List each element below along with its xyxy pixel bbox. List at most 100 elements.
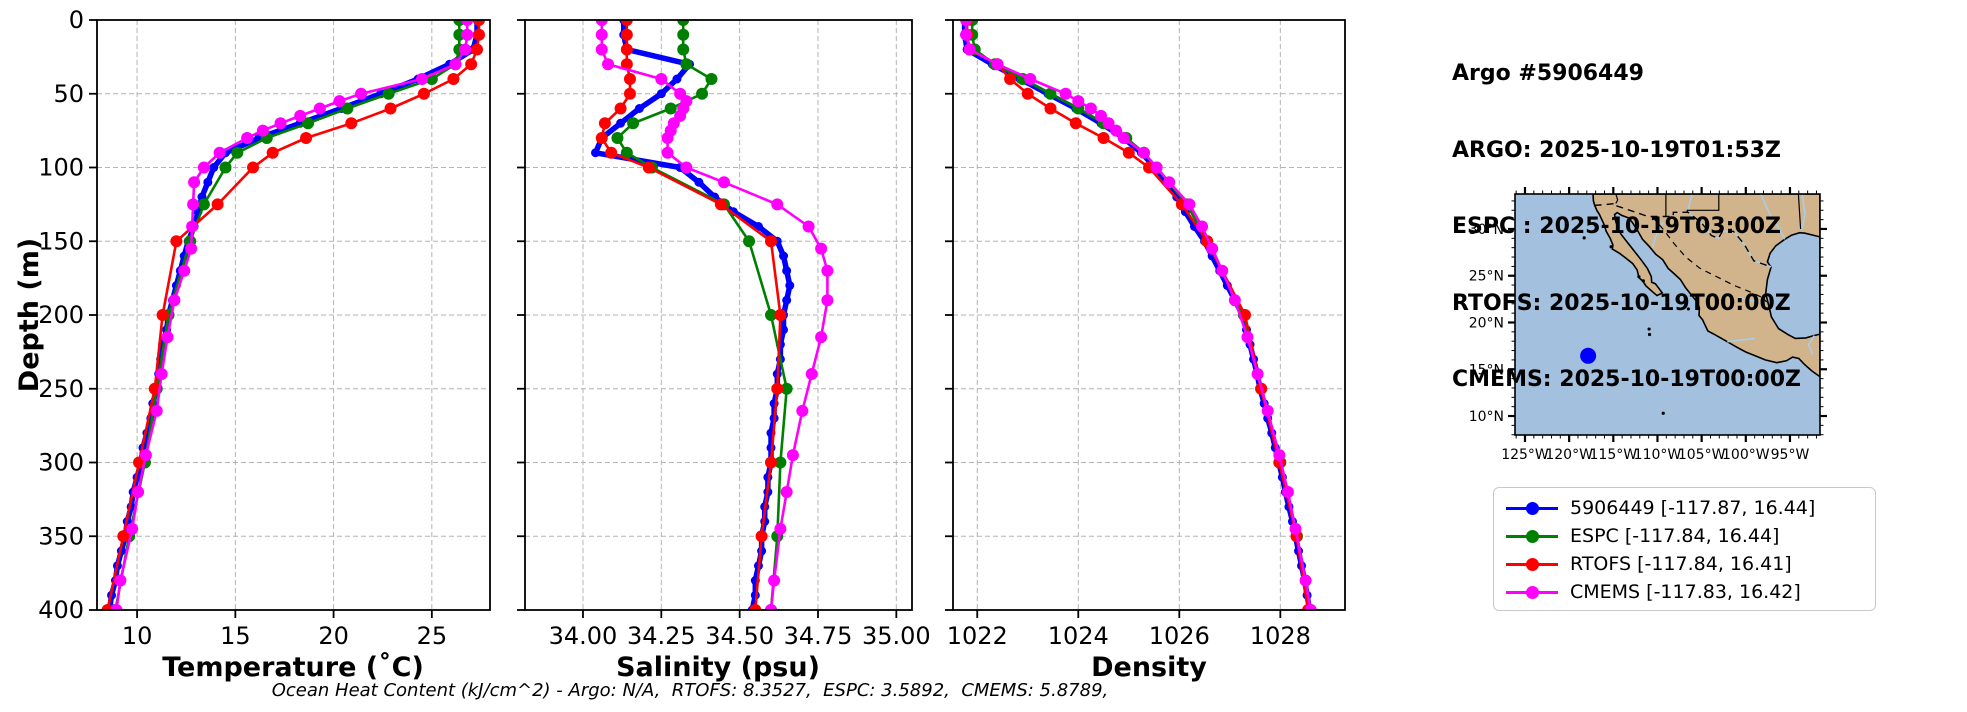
series-marker-cmems [1206, 242, 1219, 255]
series-marker-espc [677, 28, 690, 41]
title-float-id: Argo #5906449 [1452, 61, 1644, 86]
series-marker-rtofs [623, 73, 636, 85]
legend-label: CMEMS [-117.83, 16.42] [1570, 581, 1801, 603]
map-lon-label: 120°W [1545, 447, 1593, 463]
series-marker-5906449 [634, 104, 644, 113]
series-marker-rtofs [384, 102, 397, 115]
series-marker-cmems [132, 486, 145, 498]
series-marker-5906449 [782, 295, 792, 305]
series-marker-cmems [780, 486, 793, 498]
series-marker-rtofs [300, 132, 313, 144]
density-axis-label: Density [1091, 652, 1207, 683]
series-marker-5906449 [591, 148, 601, 158]
legend-item: CMEMS [-117.83, 16.42] [1494, 578, 1875, 606]
salinity-axis-label: Salinity (psu) [616, 652, 820, 683]
series-marker-espc [197, 198, 210, 211]
series-marker-cmems [602, 58, 615, 71]
series-marker-5906449 [779, 251, 789, 261]
series-marker-rtofs [764, 235, 777, 248]
series-marker-cmems [161, 331, 174, 344]
series-marker-cmems [963, 43, 976, 56]
series-marker-rtofs [465, 58, 478, 71]
y-tick-label: 100 [38, 154, 84, 182]
series-marker-espc [680, 58, 693, 71]
state-border [1686, 194, 1720, 213]
series-marker-rtofs [417, 87, 430, 100]
map-frame [1514, 193, 1821, 436]
series-marker-espc [677, 43, 690, 56]
series-marker-cmems [815, 331, 828, 344]
series-marker-5906449 [672, 74, 682, 84]
series-marker-rtofs [642, 161, 655, 174]
series-marker-rtofs [774, 309, 787, 321]
series-marker-cmems [313, 102, 326, 115]
series-marker-rtofs [714, 198, 727, 211]
series-marker-cmems [680, 161, 693, 174]
series-marker-cmems [960, 20, 973, 26]
series-marker-cmems [110, 604, 123, 610]
series-marker-cmems [168, 294, 181, 307]
series-marker-cmems [1183, 198, 1196, 211]
series-marker-cmems [1024, 73, 1037, 85]
legend-item: ESPC [-117.84, 16.44] [1494, 522, 1875, 550]
series-marker-cmems [114, 574, 127, 587]
series-marker-cmems [717, 176, 730, 189]
series-marker-cmems [186, 220, 199, 233]
series-marker-rtofs [749, 604, 762, 610]
series-marker-cmems [178, 264, 191, 277]
series-marker-5906449 [209, 163, 219, 172]
series-marker-cmems [1102, 117, 1115, 130]
series-marker-cmems [1251, 368, 1264, 380]
series-group [960, 20, 1317, 610]
map-lon-label: 110°W [1634, 447, 1682, 463]
series-marker-espc [611, 132, 624, 144]
map-lat-label: 20°N [1469, 315, 1504, 331]
series-marker-5906449 [694, 177, 704, 187]
series-marker-cmems [1110, 124, 1123, 137]
map-lat-label: 10°N [1469, 409, 1504, 425]
title-block: Argo #5906449 ARGO: 2025-10-19T01:53Z ES… [1452, 10, 1801, 444]
title-cmems-time: CMEMS: 2025-10-19T00:00Z [1452, 367, 1801, 392]
series-marker-cmems [655, 73, 668, 85]
series-marker-cmems [1304, 604, 1317, 610]
legend-label: RTOFS [-117.84, 16.41] [1570, 553, 1792, 575]
legend-dot [1525, 585, 1539, 599]
x-tick-label: 35.00 [862, 622, 931, 650]
series-marker-cmems [764, 604, 777, 610]
us-mexico-border [1594, 202, 1772, 268]
series-marker-rtofs [620, 43, 633, 56]
x-tick-label: 20 [318, 622, 349, 650]
map-lon-label: 105°W [1678, 447, 1726, 463]
series-marker-rtofs [1097, 132, 1110, 144]
series-marker-rtofs [595, 132, 608, 144]
island [1647, 327, 1651, 331]
series-marker-rtofs [620, 58, 633, 71]
river [1651, 222, 1664, 249]
title-espc-time: ESPC : 2025-10-19T03:00Z [1452, 214, 1781, 239]
series-marker-cmems [155, 368, 168, 380]
map-lat-label: 15°N [1469, 362, 1504, 378]
legend-line-marker [1506, 501, 1558, 515]
legend-box: 5906449 [-117.87, 16.44] ESPC [-117.84, 1… [1493, 487, 1876, 611]
series-marker-rtofs [620, 28, 633, 41]
ocean-heat-content-caption: Ocean Heat Content (kJ/cm^2) - Argo: N/A… [271, 680, 1109, 701]
title-argo-time: ARGO: 2025-10-19T01:53Z [1452, 137, 1781, 163]
x-tick-label: 10 [122, 622, 153, 650]
island [1647, 332, 1652, 337]
depth-axis-label: Depth (m) [14, 238, 45, 392]
series-marker-espc [1044, 87, 1057, 100]
x-tick-label: 15 [220, 622, 251, 650]
series-marker-cmems [256, 124, 269, 137]
series-marker-rtofs [771, 382, 784, 395]
series-marker-cmems [1228, 294, 1241, 307]
map-lon-label: 115°W [1590, 447, 1638, 463]
series-marker-cmems [815, 242, 828, 255]
x-tick-label: 34.25 [627, 622, 696, 650]
series-marker-espc [620, 146, 633, 159]
series-marker-espc [664, 102, 677, 115]
series-marker-espc [341, 102, 354, 115]
x-tick-label: 25 [417, 622, 448, 650]
x-tick-label: 34.75 [784, 622, 853, 650]
series-marker-espc [764, 309, 777, 321]
